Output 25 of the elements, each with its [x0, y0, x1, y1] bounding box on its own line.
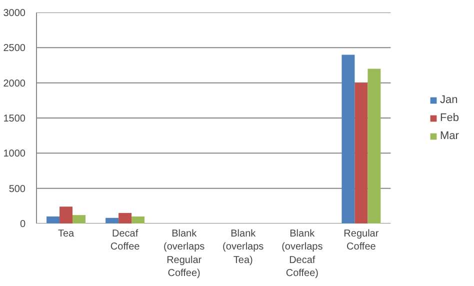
y-tick-label: 3000: [3, 8, 26, 19]
x-tick-label: Decaf Coffee: [110, 228, 140, 253]
bar: [60, 206, 73, 224]
x-tick-label: Blank (overlaps Regular Coffee): [164, 228, 205, 280]
legend-label: Feb: [440, 112, 460, 124]
y-tick-label: 0: [20, 219, 26, 230]
bar: [118, 212, 132, 224]
x-tick-label: Blank (overlaps Decaf Coffee): [282, 228, 323, 280]
x-tick-label: Blank (overlaps Tea): [222, 228, 264, 266]
bar: [368, 68, 381, 224]
x-tick-label: Tea: [58, 228, 75, 240]
bar: [354, 82, 368, 224]
legend-label: Jan: [440, 94, 459, 106]
y-tick-label: 1000: [3, 148, 26, 160]
y-tick-label: 500: [8, 184, 26, 195]
legend-label: Mar: [440, 130, 460, 142]
bar: [46, 216, 60, 224]
y-tick-label: 2000: [3, 78, 26, 90]
bar: [106, 218, 119, 224]
bar: [342, 54, 355, 224]
y-tick-label: 2500: [3, 43, 26, 54]
y-tick-label: 1500: [3, 114, 26, 124]
bar: [132, 216, 145, 224]
bar: [72, 215, 86, 224]
x-tick-label: Regular Coffee: [344, 228, 380, 253]
